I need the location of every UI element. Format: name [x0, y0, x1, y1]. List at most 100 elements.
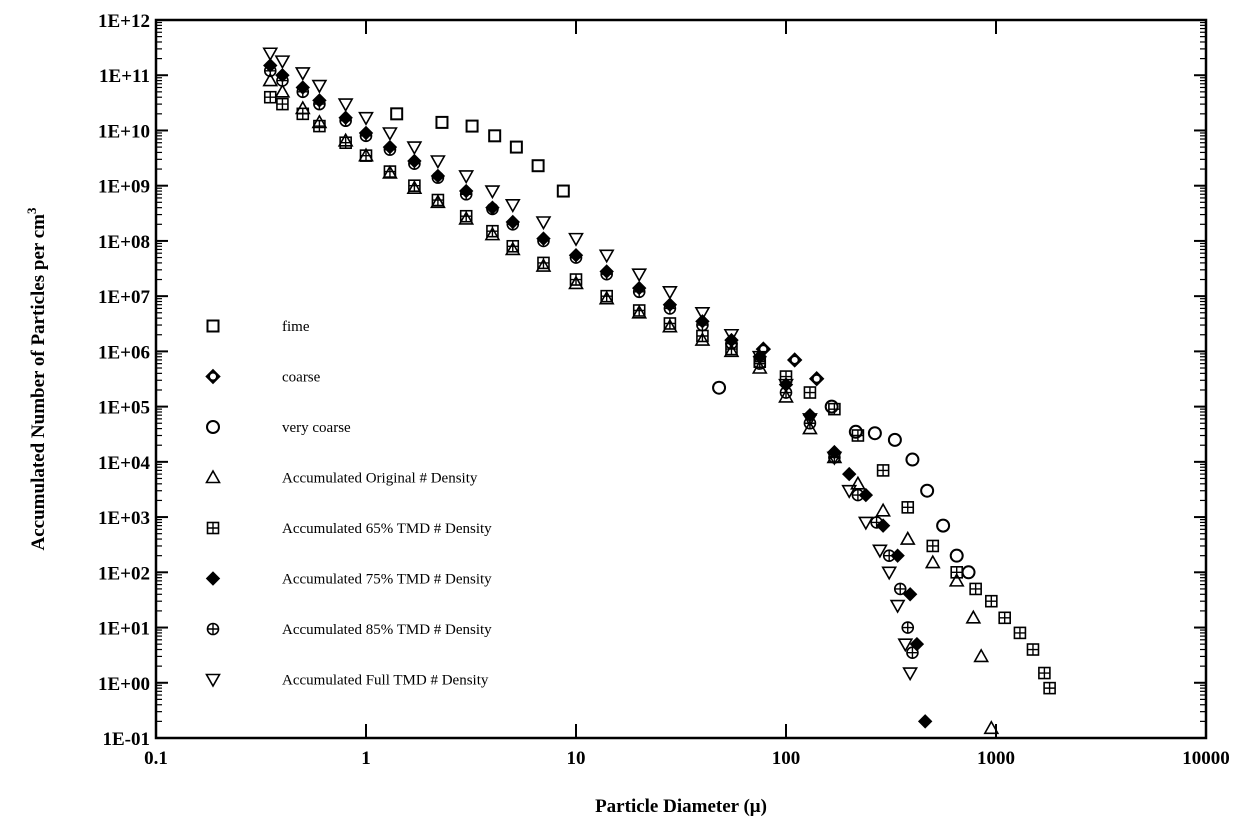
- marker-cross: [601, 290, 613, 302]
- data-point: [949, 548, 964, 563]
- marker-cross: [408, 180, 420, 192]
- data-point: [920, 483, 935, 498]
- marker-hole: [813, 375, 820, 382]
- data-point: [882, 549, 896, 562]
- data-point: [262, 47, 279, 62]
- data-point: [696, 318, 709, 332]
- data-point: [1026, 643, 1040, 656]
- data-point: [926, 539, 940, 553]
- data-point: [431, 171, 445, 184]
- data-point: [985, 594, 998, 608]
- data-point: [430, 194, 446, 209]
- y-tick-label: 1E+00: [98, 674, 150, 695]
- data-point: [631, 268, 648, 283]
- data-point: [568, 232, 584, 247]
- marker-cross: [696, 330, 708, 342]
- marker-cross: [828, 403, 840, 415]
- x-tick-label: 0.1: [144, 748, 168, 769]
- marker-cross: [570, 274, 582, 286]
- legend-label: Accumulated Full TMD # Density: [282, 673, 489, 689]
- data-point: [901, 501, 915, 514]
- legend-marker: [206, 319, 220, 333]
- marker-hole: [760, 346, 767, 353]
- data-point: [430, 155, 446, 170]
- marker-cross: [460, 210, 472, 222]
- data-point: [537, 234, 550, 248]
- data-point: [276, 97, 289, 111]
- legend-label: Accumulated 75% TMD # Density: [282, 572, 492, 588]
- data-point: [504, 241, 521, 256]
- marker-cross: [360, 150, 372, 162]
- data-point: [531, 159, 545, 173]
- y-tick-label: 1E-01: [103, 729, 151, 750]
- data-point: [778, 378, 794, 393]
- data-point: [897, 638, 914, 653]
- marker-cross: [384, 166, 396, 178]
- marker-cross: [486, 225, 498, 237]
- data-point: [1043, 681, 1056, 695]
- marker-cross: [537, 257, 549, 269]
- marker-cross: [927, 540, 939, 552]
- legend-label: Accumulated 65% TMD # Density: [282, 521, 492, 537]
- data-point: [337, 98, 354, 113]
- y-tick-labels: 1E-01 1E+00 1E+01 1E+02 1E+03 1E+04 1E+05 1E+06…: [98, 11, 150, 750]
- marker-cross: [1044, 682, 1056, 694]
- data-point: [663, 302, 677, 315]
- data-point: [383, 165, 397, 178]
- marker-cross: [902, 501, 914, 513]
- y-tick-label: 1E+06: [98, 342, 150, 363]
- marker-hole: [791, 356, 798, 363]
- data-point: [662, 318, 678, 333]
- data-point: [786, 352, 803, 368]
- marker-cross: [384, 144, 396, 156]
- y-tick-label: 1E+02: [98, 563, 150, 584]
- data-point: [390, 107, 404, 121]
- data-point: [889, 599, 906, 614]
- y-tick-label: 1E+05: [98, 398, 150, 419]
- y-tick-label: 1E+11: [99, 66, 150, 87]
- data-point: [826, 451, 843, 466]
- data-point: [569, 251, 583, 264]
- data-point: [359, 149, 373, 162]
- data-point: [263, 64, 277, 78]
- marker-cross: [340, 115, 352, 127]
- marker-cross: [507, 240, 519, 252]
- data-point: [406, 180, 423, 195]
- marker-cross: [486, 203, 498, 215]
- marker-cross: [883, 550, 895, 562]
- data-point: [851, 429, 865, 442]
- x-axis-title: Particle Diameter (μ): [595, 796, 767, 817]
- data-point: [662, 285, 678, 300]
- y-tick-label: 1E+07: [98, 287, 150, 308]
- data-point: [969, 582, 982, 596]
- legend-marker: [205, 571, 221, 586]
- marker-cross: [570, 252, 582, 264]
- marker-cross: [264, 65, 276, 77]
- data-point: [808, 371, 825, 387]
- marker-cross: [970, 583, 982, 595]
- data-point: [901, 621, 915, 634]
- data-point: [294, 67, 311, 82]
- series-2: [712, 380, 976, 580]
- marker-cross: [633, 286, 645, 298]
- data-point: [841, 484, 858, 499]
- legend-marker: [206, 521, 220, 535]
- x-tick-labels: 0.1 1 10 100 1000 10000: [144, 748, 1230, 769]
- marker-cross: [877, 464, 889, 476]
- series-7: [262, 47, 918, 682]
- marker-cross: [664, 317, 676, 329]
- data-point: [924, 554, 941, 569]
- data-point: [961, 565, 976, 580]
- marker-cross: [297, 108, 309, 120]
- data-point: [803, 386, 817, 399]
- data-point: [870, 516, 883, 529]
- data-point: [917, 714, 933, 729]
- data-point: [1038, 666, 1051, 680]
- data-point: [694, 306, 711, 321]
- data-point: [537, 256, 550, 270]
- data-point: [484, 185, 501, 200]
- axis-ticks: [155, 19, 1207, 739]
- data-point: [568, 275, 584, 290]
- data-point: [802, 413, 818, 427]
